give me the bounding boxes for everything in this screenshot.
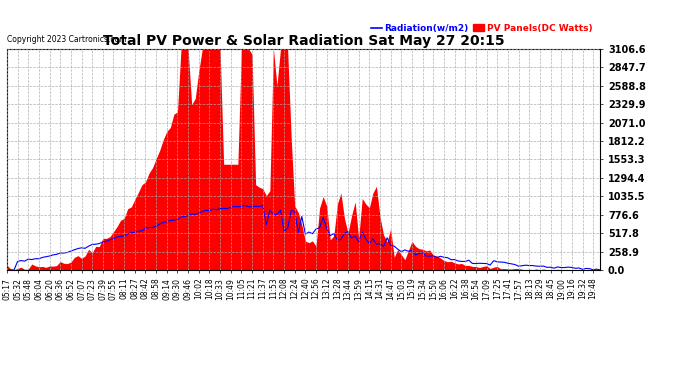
Text: Copyright 2023 Cartronics.com: Copyright 2023 Cartronics.com [7, 36, 126, 45]
Legend: Radiation(w/m2), PV Panels(DC Watts): Radiation(w/m2), PV Panels(DC Watts) [367, 20, 595, 36]
Title: Total PV Power & Solar Radiation Sat May 27 20:15: Total PV Power & Solar Radiation Sat May… [103, 34, 504, 48]
